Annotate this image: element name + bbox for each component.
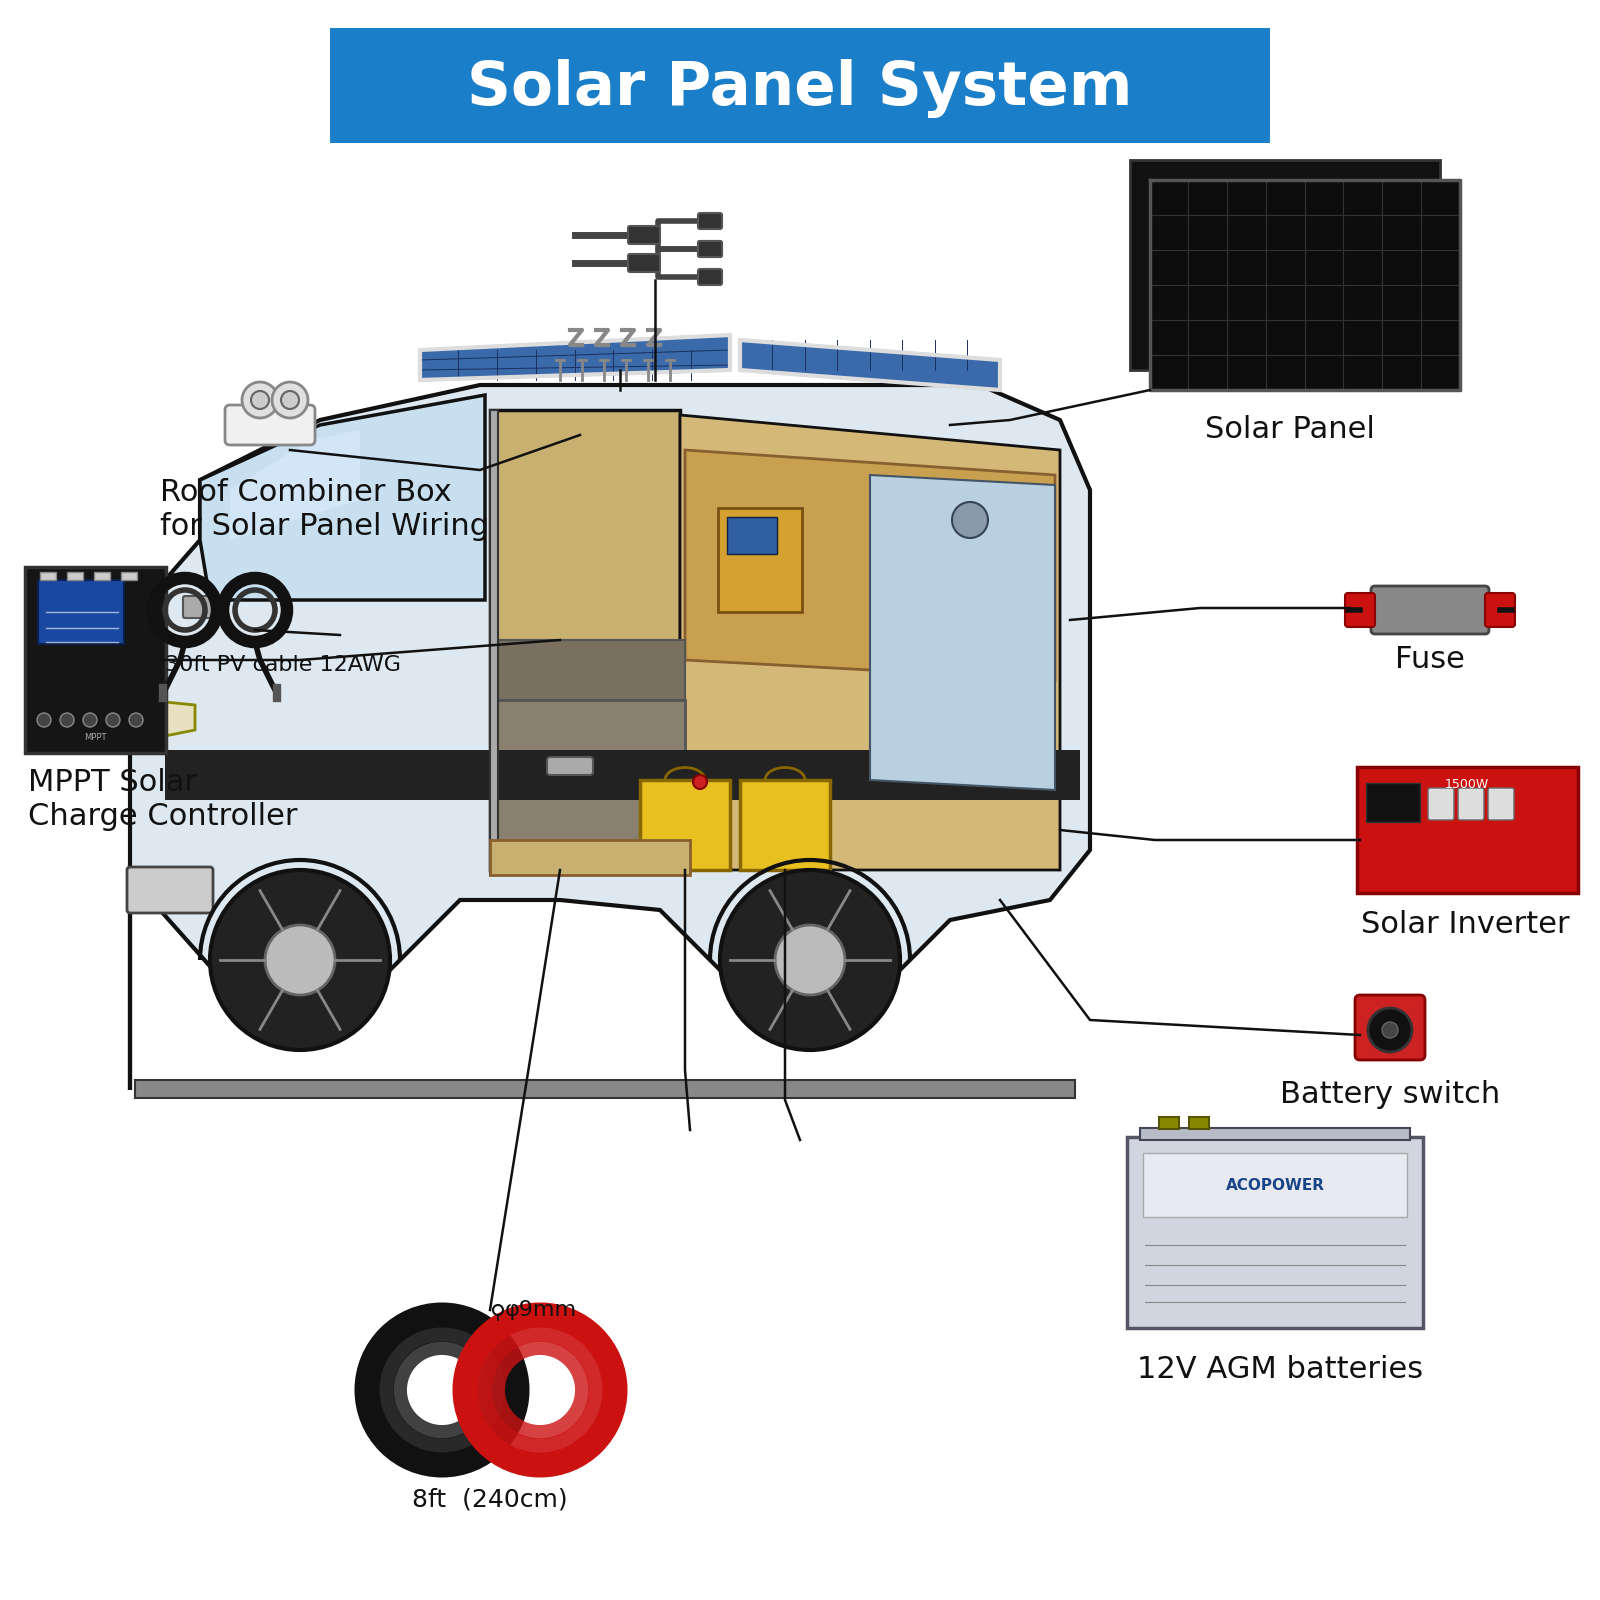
Text: MPPT: MPPT — [83, 733, 106, 742]
Text: ACOPOWER: ACOPOWER — [1226, 1178, 1325, 1192]
FancyBboxPatch shape — [1150, 179, 1459, 390]
FancyBboxPatch shape — [330, 27, 1270, 142]
FancyBboxPatch shape — [1488, 787, 1514, 819]
FancyBboxPatch shape — [698, 269, 722, 285]
Circle shape — [282, 390, 299, 410]
FancyBboxPatch shape — [1458, 787, 1485, 819]
Circle shape — [1382, 1022, 1398, 1038]
FancyBboxPatch shape — [134, 1080, 1075, 1098]
Circle shape — [251, 390, 269, 410]
Polygon shape — [493, 640, 685, 701]
Polygon shape — [490, 410, 498, 875]
Text: 12V AGM batteries: 12V AGM batteries — [1138, 1355, 1422, 1384]
FancyBboxPatch shape — [698, 213, 722, 229]
Circle shape — [720, 870, 899, 1050]
FancyBboxPatch shape — [126, 867, 213, 914]
Polygon shape — [165, 750, 1080, 800]
FancyBboxPatch shape — [1189, 1117, 1210, 1130]
FancyBboxPatch shape — [226, 405, 315, 445]
Circle shape — [37, 714, 51, 726]
Text: MPPT Solar
Charge Controller: MPPT Solar Charge Controller — [29, 768, 298, 830]
FancyBboxPatch shape — [1139, 1128, 1410, 1139]
Text: Battery switch: Battery switch — [1280, 1080, 1501, 1109]
Polygon shape — [739, 341, 1000, 390]
FancyBboxPatch shape — [122, 573, 138, 579]
Polygon shape — [739, 781, 830, 870]
FancyBboxPatch shape — [1142, 1154, 1406, 1218]
Text: φ9mm: φ9mm — [506, 1299, 578, 1320]
FancyBboxPatch shape — [1357, 766, 1578, 893]
Polygon shape — [419, 334, 730, 379]
FancyBboxPatch shape — [26, 566, 166, 754]
Circle shape — [61, 714, 74, 726]
FancyBboxPatch shape — [698, 242, 722, 258]
FancyBboxPatch shape — [1355, 995, 1426, 1059]
FancyBboxPatch shape — [718, 509, 802, 611]
Text: Solar Inverter: Solar Inverter — [1360, 910, 1570, 939]
FancyBboxPatch shape — [1126, 1138, 1422, 1328]
FancyBboxPatch shape — [1429, 787, 1454, 819]
Text: Solar Panel System: Solar Panel System — [467, 59, 1133, 117]
FancyBboxPatch shape — [67, 573, 83, 579]
FancyBboxPatch shape — [1366, 782, 1421, 822]
FancyBboxPatch shape — [1371, 586, 1490, 634]
Circle shape — [106, 714, 120, 726]
Polygon shape — [680, 414, 1059, 870]
FancyBboxPatch shape — [627, 226, 661, 243]
Circle shape — [266, 925, 334, 995]
Polygon shape — [640, 781, 730, 870]
Text: 1500W: 1500W — [1445, 778, 1490, 790]
Text: Roof Combiner Box
for Solar Panel Wiring: Roof Combiner Box for Solar Panel Wiring — [160, 478, 490, 541]
Circle shape — [83, 714, 98, 726]
Polygon shape — [685, 450, 1054, 680]
Circle shape — [1368, 1008, 1413, 1053]
FancyBboxPatch shape — [1485, 594, 1515, 627]
Polygon shape — [230, 430, 360, 541]
Polygon shape — [490, 410, 680, 870]
FancyBboxPatch shape — [1158, 1117, 1179, 1130]
Text: 30ft PV cable 12AWG: 30ft PV cable 12AWG — [165, 654, 402, 675]
Text: Solar Panel: Solar Panel — [1205, 414, 1374, 443]
FancyBboxPatch shape — [38, 579, 125, 643]
FancyBboxPatch shape — [627, 254, 661, 272]
FancyBboxPatch shape — [1346, 594, 1374, 627]
Polygon shape — [870, 475, 1054, 790]
FancyBboxPatch shape — [698, 242, 722, 258]
FancyBboxPatch shape — [1130, 160, 1440, 370]
FancyBboxPatch shape — [726, 517, 778, 554]
Polygon shape — [146, 701, 195, 739]
FancyBboxPatch shape — [490, 840, 690, 875]
FancyBboxPatch shape — [40, 573, 56, 579]
Circle shape — [272, 382, 307, 418]
Circle shape — [693, 774, 707, 789]
Circle shape — [242, 382, 278, 418]
FancyBboxPatch shape — [547, 757, 594, 774]
Circle shape — [952, 502, 989, 538]
Polygon shape — [130, 386, 1090, 1090]
FancyBboxPatch shape — [94, 573, 110, 579]
Circle shape — [130, 714, 142, 726]
FancyBboxPatch shape — [182, 595, 214, 618]
Text: 8ft  (240cm): 8ft (240cm) — [413, 1488, 568, 1512]
Circle shape — [210, 870, 390, 1050]
Polygon shape — [200, 395, 485, 600]
Polygon shape — [493, 701, 685, 870]
Circle shape — [774, 925, 845, 995]
Text: Fuse: Fuse — [1395, 645, 1466, 674]
